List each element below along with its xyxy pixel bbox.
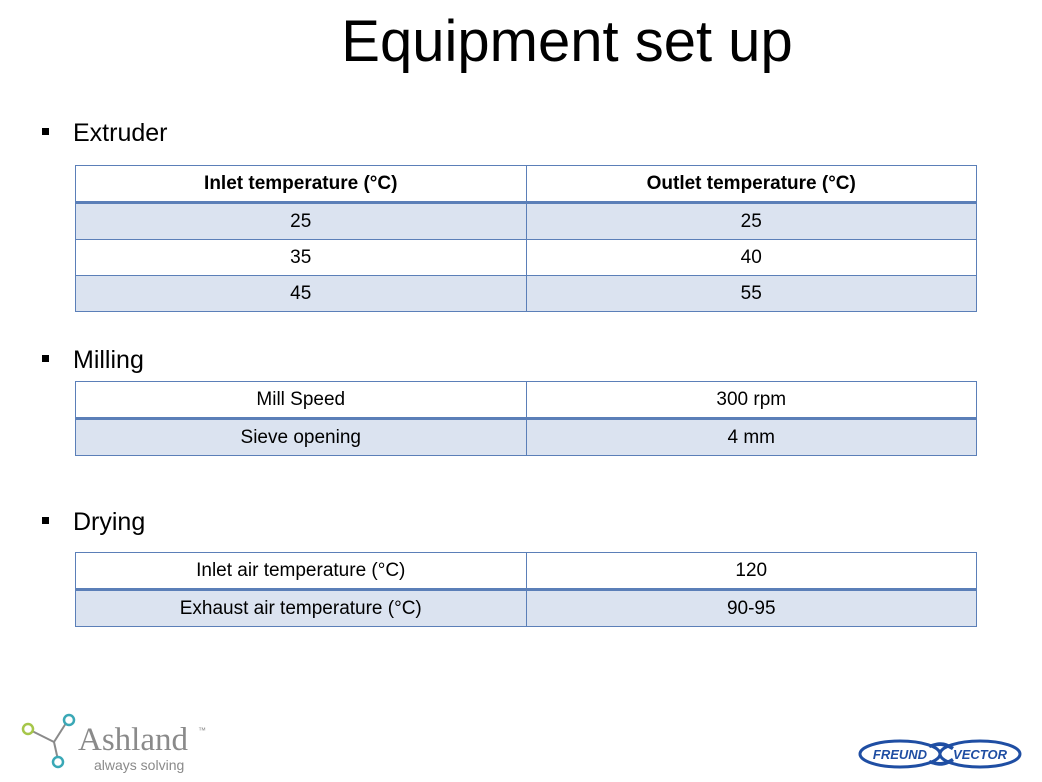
ashland-wordmark: Ashland xyxy=(78,722,188,758)
freund-vector-logo: FREUND VECTOR xyxy=(858,739,1022,769)
section-heading-milling: Milling xyxy=(42,345,144,375)
table-cell: 300 rpm xyxy=(525,381,977,420)
table-header: Inlet temperature (°C) xyxy=(75,165,527,204)
table-cell: 40 xyxy=(525,239,977,276)
table-row: 35 40 xyxy=(75,239,977,276)
extruder-table: Inlet temperature (°C) Outlet temperatur… xyxy=(75,165,977,312)
extruder-heading-label: Extruder xyxy=(73,119,168,147)
table-cell: Exhaust air temperature (°C) xyxy=(75,589,527,627)
bullet-icon xyxy=(42,516,49,524)
table-row: Exhaust air temperature (°C) 90-95 xyxy=(75,589,977,627)
vector-label: VECTOR xyxy=(953,747,1008,762)
table-row: Mill Speed 300 rpm xyxy=(75,381,977,420)
table-header: Outlet temperature (°C) xyxy=(525,165,977,204)
table-row: 25 25 xyxy=(75,202,977,240)
ashland-tagline: always solving xyxy=(94,757,185,773)
ashland-molecule-icon xyxy=(21,713,76,769)
table-cell: 25 xyxy=(75,202,527,240)
slide-title: Equipment set up xyxy=(341,9,793,74)
table-cell: Sieve opening xyxy=(75,418,527,456)
bullet-icon xyxy=(42,127,49,135)
freund-label: FREUND xyxy=(873,747,928,762)
table-row: Sieve opening 4 mm xyxy=(75,418,977,456)
milling-table: Mill Speed 300 rpm Sieve opening 4 mm xyxy=(75,381,977,456)
table-cell: 90-95 xyxy=(525,589,977,627)
table-row: Inlet air temperature (°C) 120 xyxy=(75,552,977,591)
table-cell: 120 xyxy=(525,552,977,591)
table-cell: 55 xyxy=(525,275,977,312)
table-cell: Mill Speed xyxy=(75,381,527,420)
section-heading-extruder: Extruder xyxy=(42,118,167,148)
table-cell: 25 xyxy=(525,202,977,240)
drying-table: Inlet air temperature (°C) 120 Exhaust a… xyxy=(75,552,977,627)
table-cell: 45 xyxy=(75,275,527,312)
ashland-logo: Ashland ™ always solving xyxy=(18,712,218,776)
table-cell: 35 xyxy=(75,239,527,276)
milling-heading-label: Milling xyxy=(73,346,144,374)
bullet-icon xyxy=(42,354,49,362)
table-row: 45 55 xyxy=(75,275,977,312)
table-cell: 4 mm xyxy=(525,418,977,456)
table-cell: Inlet air temperature (°C) xyxy=(75,552,527,591)
drying-heading-label: Drying xyxy=(73,508,146,536)
ashland-trademark: ™ xyxy=(198,726,206,735)
section-heading-drying: Drying xyxy=(42,507,145,537)
